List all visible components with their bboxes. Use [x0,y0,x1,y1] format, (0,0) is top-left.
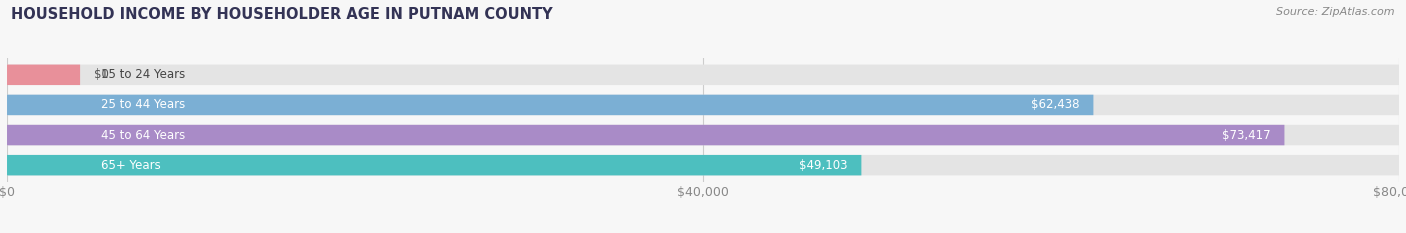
FancyBboxPatch shape [7,65,1399,85]
Text: 25 to 44 Years: 25 to 44 Years [101,98,186,111]
Text: $73,417: $73,417 [1222,129,1271,142]
FancyBboxPatch shape [7,65,80,85]
FancyBboxPatch shape [7,125,1285,145]
FancyBboxPatch shape [7,155,1399,175]
FancyBboxPatch shape [7,125,1399,145]
Text: HOUSEHOLD INCOME BY HOUSEHOLDER AGE IN PUTNAM COUNTY: HOUSEHOLD INCOME BY HOUSEHOLDER AGE IN P… [11,7,553,22]
Text: 45 to 64 Years: 45 to 64 Years [101,129,186,142]
Text: $49,103: $49,103 [799,159,848,172]
FancyBboxPatch shape [7,95,1094,115]
FancyBboxPatch shape [7,155,862,175]
FancyBboxPatch shape [7,95,1399,115]
Text: $62,438: $62,438 [1031,98,1080,111]
Text: Source: ZipAtlas.com: Source: ZipAtlas.com [1277,7,1395,17]
Text: 15 to 24 Years: 15 to 24 Years [101,68,186,81]
Text: 65+ Years: 65+ Years [101,159,160,172]
Text: $0: $0 [94,68,108,81]
